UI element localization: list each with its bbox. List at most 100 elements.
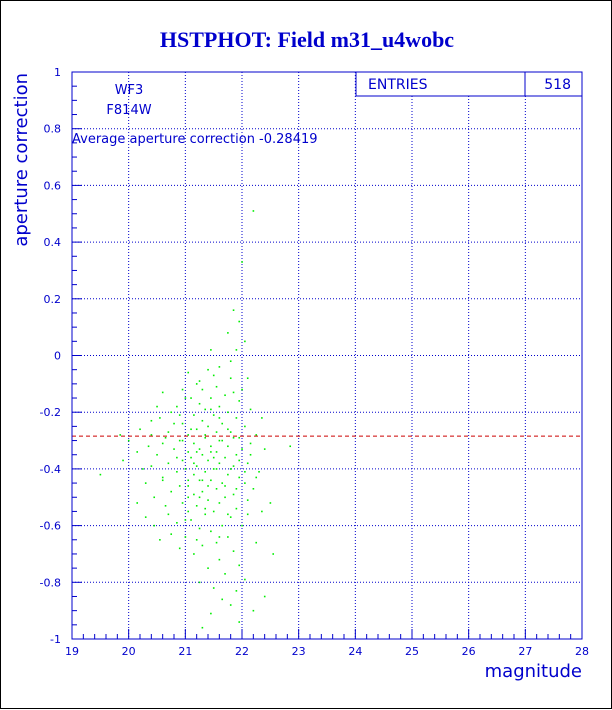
data-point	[207, 368, 209, 371]
data-point	[187, 496, 190, 499]
y-tick-label: 0.6	[44, 179, 62, 192]
data-point	[261, 417, 263, 419]
data-point	[258, 470, 260, 473]
data-point	[204, 408, 207, 411]
data-point	[178, 414, 181, 416]
data-point	[229, 377, 232, 380]
data-point	[244, 470, 246, 473]
data-point	[210, 397, 212, 399]
data-point	[232, 493, 235, 496]
data-point	[210, 445, 212, 448]
data-point	[229, 604, 232, 606]
data-point	[224, 496, 226, 499]
data-point	[244, 340, 246, 343]
data-point	[235, 507, 238, 510]
data-point	[187, 510, 190, 513]
data-point	[224, 485, 226, 487]
data-point	[150, 465, 153, 467]
data-point	[156, 405, 158, 408]
data-point	[187, 371, 190, 374]
data-point	[246, 462, 249, 465]
data-point	[204, 436, 207, 439]
data-point	[195, 465, 198, 467]
data-point	[229, 431, 232, 433]
data-point	[195, 505, 198, 507]
data-point	[159, 417, 161, 419]
data-point	[221, 598, 224, 601]
data-point	[210, 349, 212, 351]
data-point	[122, 459, 124, 462]
data-point	[201, 490, 204, 493]
data-point	[170, 533, 173, 535]
data-point	[201, 388, 204, 391]
data-point	[184, 468, 187, 470]
data-point	[178, 547, 181, 550]
data-point	[232, 550, 235, 552]
data-point	[215, 385, 218, 388]
data-point	[210, 408, 212, 411]
data-point	[204, 470, 207, 473]
data-point	[215, 541, 218, 544]
y-tick-label: 0.2	[44, 293, 62, 306]
stats-value: 518	[544, 77, 571, 93]
data-point	[241, 448, 243, 450]
data-point	[227, 473, 229, 476]
data-point	[218, 558, 221, 561]
data-point	[249, 453, 252, 456]
data-point	[238, 436, 241, 439]
data-point	[198, 581, 201, 584]
data-point	[193, 414, 195, 416]
chart-title: HSTPHOT: Field m31_u4wobc	[160, 27, 454, 52]
data-point	[221, 524, 224, 527]
data-point	[187, 434, 190, 436]
data-point	[136, 502, 139, 504]
data-point	[218, 502, 221, 504]
data-point	[212, 456, 215, 459]
data-point	[161, 391, 164, 394]
data-point	[167, 462, 170, 465]
data-point	[224, 394, 226, 397]
data-point	[221, 422, 224, 425]
data-point	[207, 425, 209, 428]
grid-lines	[72, 72, 582, 639]
data-point	[195, 383, 198, 385]
data-point	[193, 553, 195, 555]
data-point	[159, 539, 161, 541]
data-point	[246, 499, 249, 501]
x-tick-label: 28	[575, 645, 589, 658]
data-point	[218, 417, 221, 419]
data-point	[244, 425, 246, 428]
data-point	[178, 485, 181, 487]
data-point	[173, 422, 175, 425]
x-tick-label: 20	[122, 645, 136, 658]
data-point	[210, 479, 212, 482]
y-tick-label: -1	[50, 633, 61, 646]
data-point	[269, 502, 272, 504]
data-point	[241, 388, 243, 391]
data-point	[210, 612, 212, 615]
data-point	[164, 436, 167, 439]
data-point	[193, 442, 195, 445]
data-point	[255, 434, 258, 436]
data-point	[198, 496, 201, 499]
data-point	[198, 527, 201, 530]
data-point	[164, 505, 167, 507]
data-point	[212, 468, 215, 470]
y-tick-label: 0	[54, 350, 61, 363]
data-point	[272, 553, 275, 555]
data-point	[210, 451, 212, 453]
data-point	[144, 482, 147, 484]
data-point	[215, 468, 218, 470]
data-point	[153, 524, 156, 527]
data-point	[227, 536, 229, 538]
axes: 19 20 21 22 23 24 25 26 27 28 -1 -0.8 -0.6 -0.4 -0.2 0 0…	[40, 66, 589, 658]
data-point	[235, 487, 238, 490]
data-point	[218, 405, 221, 408]
data-point	[207, 459, 209, 462]
data-point	[255, 476, 258, 479]
data-point	[218, 536, 221, 538]
data-point	[224, 573, 226, 575]
data-point	[150, 419, 153, 422]
